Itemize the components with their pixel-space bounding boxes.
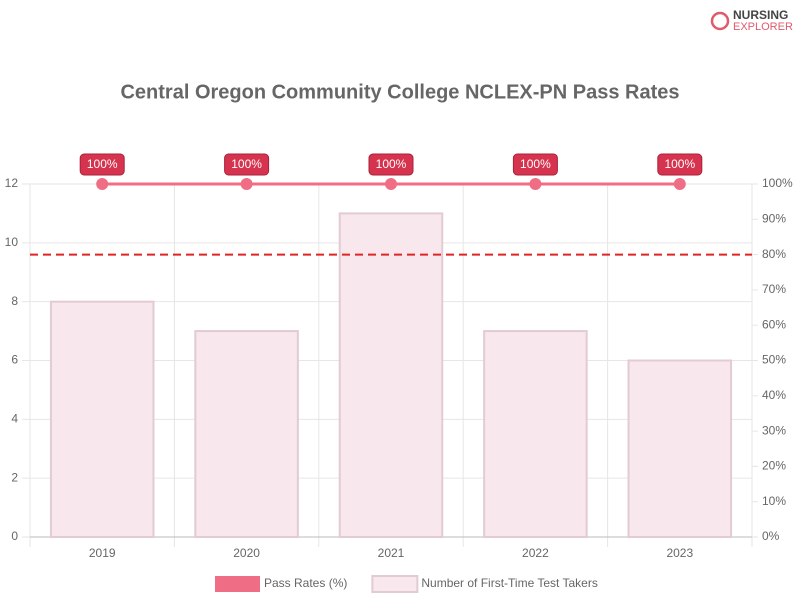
value-label-box [224, 153, 270, 176]
legend-label: Pass Rates (%) [264, 576, 347, 590]
y-tick-label: 4 [11, 412, 18, 426]
y2-tick-label: 20% [762, 459, 786, 473]
y2-tick-label: 40% [762, 388, 786, 402]
value-label-box [79, 153, 125, 176]
logo-text: NURSING [733, 8, 788, 22]
y2-tick-label: 70% [762, 282, 786, 296]
y-tick-label: 8 [11, 294, 18, 308]
value-label: 100% [231, 157, 262, 171]
bar [627, 359, 733, 538]
point [96, 178, 109, 190]
x-tick-label: 2022 [522, 546, 549, 560]
bar [483, 330, 588, 539]
legend-swatch [215, 576, 260, 592]
value-label: 100% [376, 157, 407, 171]
legend-swatch [371, 575, 419, 593]
y2-tick-label: 10% [762, 494, 786, 508]
y2-tick-label: 0% [762, 529, 780, 543]
bar [194, 330, 299, 539]
y2-tick-label: 80% [762, 247, 786, 261]
point [673, 178, 686, 190]
x-tick-label: 2019 [89, 546, 116, 560]
y-tick-label: 10 [5, 235, 19, 249]
value-label-box [657, 153, 703, 176]
value-label-box [368, 153, 414, 176]
value-label-box [512, 153, 558, 176]
y2-tick-label: 90% [762, 211, 786, 225]
bar [338, 212, 444, 539]
point [240, 178, 253, 190]
legend-label: Number of First-Time Test Takers [421, 576, 597, 590]
point [529, 178, 542, 190]
value-label: 100% [87, 157, 118, 171]
logo-text: EXPLORER [733, 21, 793, 33]
x-tick-label: 2021 [378, 546, 405, 560]
value-label: 100% [520, 157, 551, 171]
chart-title: Central Oregon Community College NCLEX-P… [120, 81, 679, 103]
y2-tick-label: 50% [762, 353, 786, 367]
y2-tick-label: 100% [762, 176, 793, 190]
y2-tick-label: 60% [762, 317, 786, 331]
y2-tick-label: 30% [762, 423, 786, 437]
y-tick-label: 6 [11, 353, 18, 367]
bar [49, 300, 155, 538]
y-tick-label: 0 [11, 529, 18, 543]
x-tick-label: 2020 [233, 546, 260, 560]
point [385, 178, 397, 190]
x-tick-label: 2023 [666, 546, 693, 560]
logo-icon [710, 11, 730, 31]
value-label: 100% [664, 157, 695, 171]
y-tick-label: 12 [5, 176, 19, 190]
y-tick-label: 2 [11, 470, 18, 484]
